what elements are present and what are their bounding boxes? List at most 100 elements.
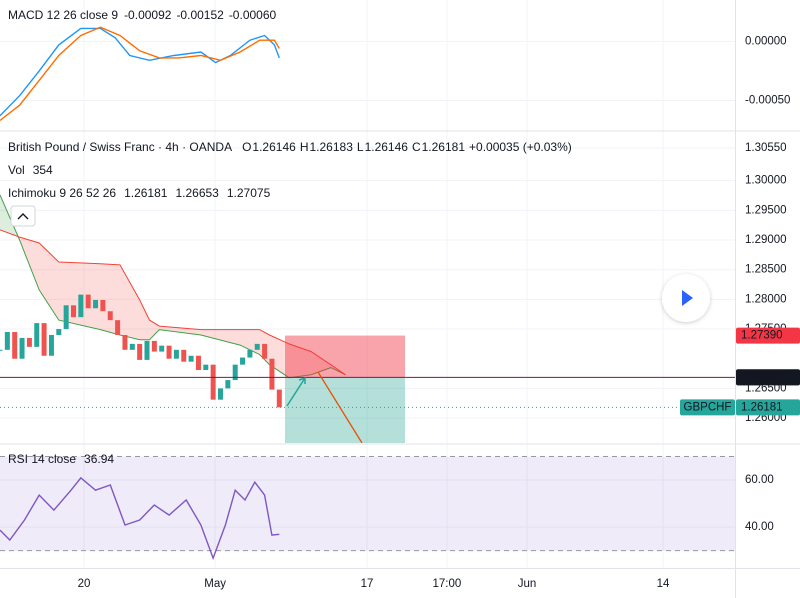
- ichimoku-span: [0, 194, 346, 379]
- symbol-tag: [680, 399, 735, 416]
- ichimoku-cloud: [100, 263, 121, 335]
- legend-text: 1.26146: [365, 140, 409, 154]
- candle: [144, 340, 150, 360]
- legend-text: 36.94: [84, 452, 114, 466]
- x-tick-label: 17: [361, 578, 374, 590]
- x-tick-label: 20: [78, 578, 91, 590]
- candle: [34, 323, 40, 347]
- legend-text: RSI 14 close: [8, 452, 76, 466]
- candle: [71, 305, 76, 318]
- macd-pane: [0, 26, 280, 122]
- candle: [93, 299, 99, 309]
- symbol-label: GBPCHF: [684, 401, 732, 413]
- grid-layer: [0, 0, 735, 568]
- x-tick-label: May: [204, 578, 226, 590]
- chevron-icon: [17, 213, 29, 220]
- x-tick-label: 17:00: [432, 578, 461, 590]
- rsi-pane: [0, 456, 735, 561]
- axes: 0.00000 -0.00050 1.30550 1.30000 1.29500 1.29…: [78, 35, 800, 590]
- price-tag-label: 1.26686: [741, 371, 783, 383]
- legend-text: L: [357, 140, 364, 154]
- y-tick-label: 1.29500: [745, 204, 787, 216]
- legend-text: 1.26653: [175, 186, 219, 200]
- legend-text: H: [300, 140, 309, 154]
- candle: [240, 357, 246, 365]
- y-tick-label: 0.00000: [745, 35, 787, 47]
- y-tick-label: -0.00050: [745, 94, 790, 106]
- ichimoku-cloud: [159, 326, 201, 335]
- candle: [254, 343, 260, 350]
- candle: [78, 294, 84, 318]
- candle: [137, 343, 143, 360]
- legend-text: 1.26181: [124, 186, 168, 200]
- price-tag: [736, 399, 800, 416]
- candle: [203, 364, 209, 370]
- candle: [115, 320, 121, 335]
- stop-zone: [285, 335, 405, 378]
- y-tick-label: 40.00: [745, 521, 774, 533]
- candle: [188, 355, 194, 362]
- ichimoku-cloud: [39, 242, 59, 321]
- indicator-line: [0, 476, 280, 561]
- ichimoku-cloud: [120, 264, 140, 340]
- target-zone: [285, 377, 405, 443]
- candle: [12, 332, 18, 359]
- collapse-button[interactable]: [10, 205, 36, 227]
- price-tag: [736, 327, 800, 344]
- candle: [195, 355, 201, 370]
- legend-text: 1.26146: [252, 140, 296, 154]
- ichimoku-cloud: [139, 299, 150, 340]
- indicator-line: [0, 27, 280, 117]
- button-frame[interactable]: [10, 205, 36, 227]
- candle: [41, 323, 47, 356]
- candle: [151, 340, 157, 352]
- candle: [247, 349, 253, 358]
- candle: [129, 343, 135, 350]
- y-tick-label: 60.00: [745, 474, 774, 486]
- legend-text: 1.27075: [227, 186, 271, 200]
- arrow-head: [298, 376, 306, 384]
- price-tag-label: 1.26181: [741, 401, 783, 413]
- legend-text: O: [242, 140, 251, 154]
- candle: [218, 388, 223, 400]
- price-pane: [0, 194, 735, 443]
- legend-text: British Pound / Swiss Franc · 4h · OANDA: [8, 140, 232, 154]
- legend-text: C: [412, 140, 421, 154]
- legend-text: 354: [33, 163, 53, 177]
- legend-text: MACD 12 26 close 9: [8, 8, 118, 22]
- price-tag-label: 1.27390: [741, 330, 783, 342]
- ichimoku-cloud: [200, 329, 241, 346]
- legend-text: 1.26183: [309, 140, 353, 154]
- candle: [19, 337, 25, 359]
- candle: [26, 337, 32, 347]
- candle: [4, 332, 10, 350]
- candle: [100, 299, 106, 312]
- legend-text: -0.00092: [124, 8, 172, 22]
- play-button[interactable]: [662, 274, 710, 322]
- indicator-line: [0, 26, 280, 122]
- legend-text: Ichimoku 9 26 52 26: [8, 186, 116, 200]
- legend-text: Vol: [8, 163, 25, 177]
- y-tick-label: 1.28500: [745, 264, 787, 276]
- candle: [56, 329, 62, 335]
- legends: MACD 12 26 close 9 -0.00092 -0.00152 -0.000…: [8, 8, 572, 466]
- ichimoku-span: [0, 229, 346, 376]
- candle: [173, 349, 179, 359]
- ichimoku-cloud: [289, 343, 312, 378]
- candle: [181, 349, 187, 362]
- y-tick-label: 1.30550: [745, 142, 787, 154]
- y-tick-label: 1.30000: [745, 175, 787, 187]
- legend-text: -0.00152: [176, 8, 224, 22]
- y-tick-label: 1.26500: [745, 382, 787, 394]
- legend-text: 1.26181: [422, 140, 466, 154]
- play-icon: [682, 290, 693, 306]
- candle: [210, 364, 216, 400]
- candle: [166, 345, 172, 359]
- candle: [122, 334, 128, 350]
- x-tick-label: Jun: [518, 578, 537, 590]
- arrow-drawing: [286, 377, 306, 407]
- candle: [107, 311, 113, 321]
- candle: [48, 334, 54, 356]
